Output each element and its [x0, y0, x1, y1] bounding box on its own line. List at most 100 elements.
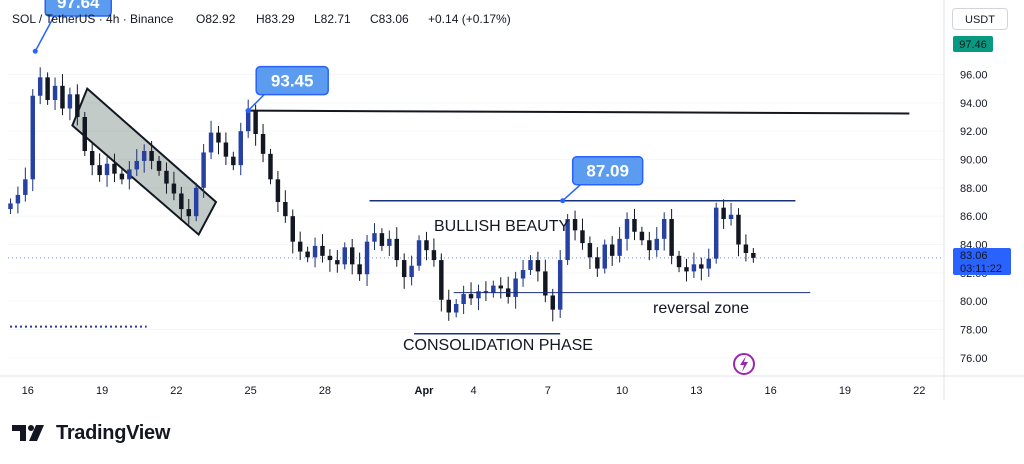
peak-callout-pointer: [34, 13, 56, 52]
candle-body: [141, 151, 147, 161]
candle-body: [624, 219, 630, 239]
y-tick-label: 92.00: [960, 126, 988, 138]
peak-callout-box: [44, 0, 112, 17]
currency-unit-button[interactable]: USDT: [952, 8, 1008, 30]
candle-body: [676, 255, 682, 268]
tradingview-logo-icon: [12, 425, 44, 441]
high-price-tag: 97.46: [959, 39, 987, 51]
candle-body: [446, 299, 451, 313]
lightning-icon[interactable]: [733, 353, 755, 375]
candle-body: [468, 294, 474, 299]
candle-body: [491, 285, 496, 293]
candle-body: [691, 264, 697, 272]
candle-body: [134, 160, 139, 170]
x-tick-label: 10: [616, 385, 628, 397]
candle-body: [743, 244, 749, 253]
y-tick-label: 88.00: [960, 183, 988, 195]
candle-body: [580, 230, 585, 244]
candle-body: [535, 260, 541, 272]
high-price-tag-bg: [953, 36, 993, 52]
candle-body: [119, 173, 125, 180]
candle-body: [60, 85, 65, 109]
x-tick-label: 16: [22, 385, 34, 397]
last-price-tag-bg: [953, 248, 1011, 275]
candle-body: [609, 244, 615, 256]
candle-body: [45, 77, 50, 100]
candle-body: [387, 238, 392, 246]
candle-body: [498, 285, 503, 289]
candle-body: [699, 264, 704, 269]
brand-name: TradingView: [56, 421, 171, 444]
resistance-callout-anchor: [245, 108, 251, 114]
candle-body: [275, 179, 281, 202]
y-tick-label: 94.00: [960, 98, 988, 110]
candle-body: [312, 245, 318, 258]
candle-body: [208, 132, 214, 153]
candle-body: [550, 295, 555, 310]
candle-body: [89, 151, 95, 166]
candle-body: [587, 243, 593, 258]
candle-body: [669, 219, 674, 256]
candle-body: [424, 240, 429, 251]
candle-body: [201, 152, 206, 188]
candle-body: [171, 183, 177, 194]
candle-body: [245, 111, 251, 132]
candle-body: [751, 253, 756, 258]
candle-body: [290, 216, 295, 242]
legend-close: C83.06: [370, 12, 409, 26]
candle-body: [179, 193, 184, 210]
x-tick-label: 13: [690, 385, 702, 397]
candle-body: [104, 163, 110, 176]
y-tick-label: 78.00: [960, 325, 988, 337]
candle-body: [543, 271, 548, 296]
candle-body: [528, 260, 533, 270]
tradingview-logo[interactable]: TradingView: [12, 420, 170, 446]
x-tick-label: 19: [839, 385, 851, 397]
x-tick-label: 16: [765, 385, 777, 397]
candle-body: [238, 131, 243, 166]
x-tick-label: 22: [170, 385, 182, 397]
candle-body: [223, 142, 229, 157]
y-tick-label: 80.00: [960, 296, 988, 308]
reversal-zone-text: reversal zone: [653, 300, 749, 317]
candle-body: [364, 241, 370, 275]
candle-body: [67, 94, 73, 109]
y-tick-label: 76.00: [960, 353, 988, 365]
candle-body: [647, 240, 652, 251]
candle-body: [483, 291, 489, 293]
candle-body: [401, 260, 407, 278]
candle-body: [82, 117, 87, 151]
candle-body: [379, 233, 385, 246]
candle-body: [639, 231, 645, 241]
candle-body: [654, 238, 659, 251]
candle-body: [297, 241, 303, 252]
candle-body: [453, 304, 459, 313]
range-top-callout-box: [571, 155, 644, 186]
candle-body: [283, 202, 288, 217]
y-tick-label: 90.00: [960, 155, 988, 167]
legend-open: O82.92: [196, 12, 236, 26]
bullish-beauty-text: BULLISH BEAUTY: [434, 218, 569, 235]
candle-body: [617, 238, 622, 256]
x-tick-label: 4: [470, 385, 476, 397]
candle-body: [357, 264, 362, 275]
y-tick-label: 96.00: [960, 70, 988, 82]
candle-body: [52, 85, 58, 100]
candle-body: [342, 247, 347, 265]
candle-body: [431, 250, 437, 261]
countdown-tag: 03:11:22: [960, 263, 1002, 275]
candle-body: [513, 278, 518, 297]
candle-body: [706, 258, 711, 269]
candle-body: [149, 151, 154, 161]
candle-body: [327, 255, 333, 261]
candle-body: [231, 156, 236, 166]
peak-callout-anchor: [32, 48, 38, 54]
candle-body: [394, 238, 399, 261]
resistance-callout-pointer: [247, 92, 267, 112]
candle-body: [661, 219, 667, 239]
x-tick-label: 7: [545, 385, 551, 397]
candle-body: [721, 207, 726, 219]
candles: [8, 67, 756, 322]
candle-body: [595, 257, 600, 269]
